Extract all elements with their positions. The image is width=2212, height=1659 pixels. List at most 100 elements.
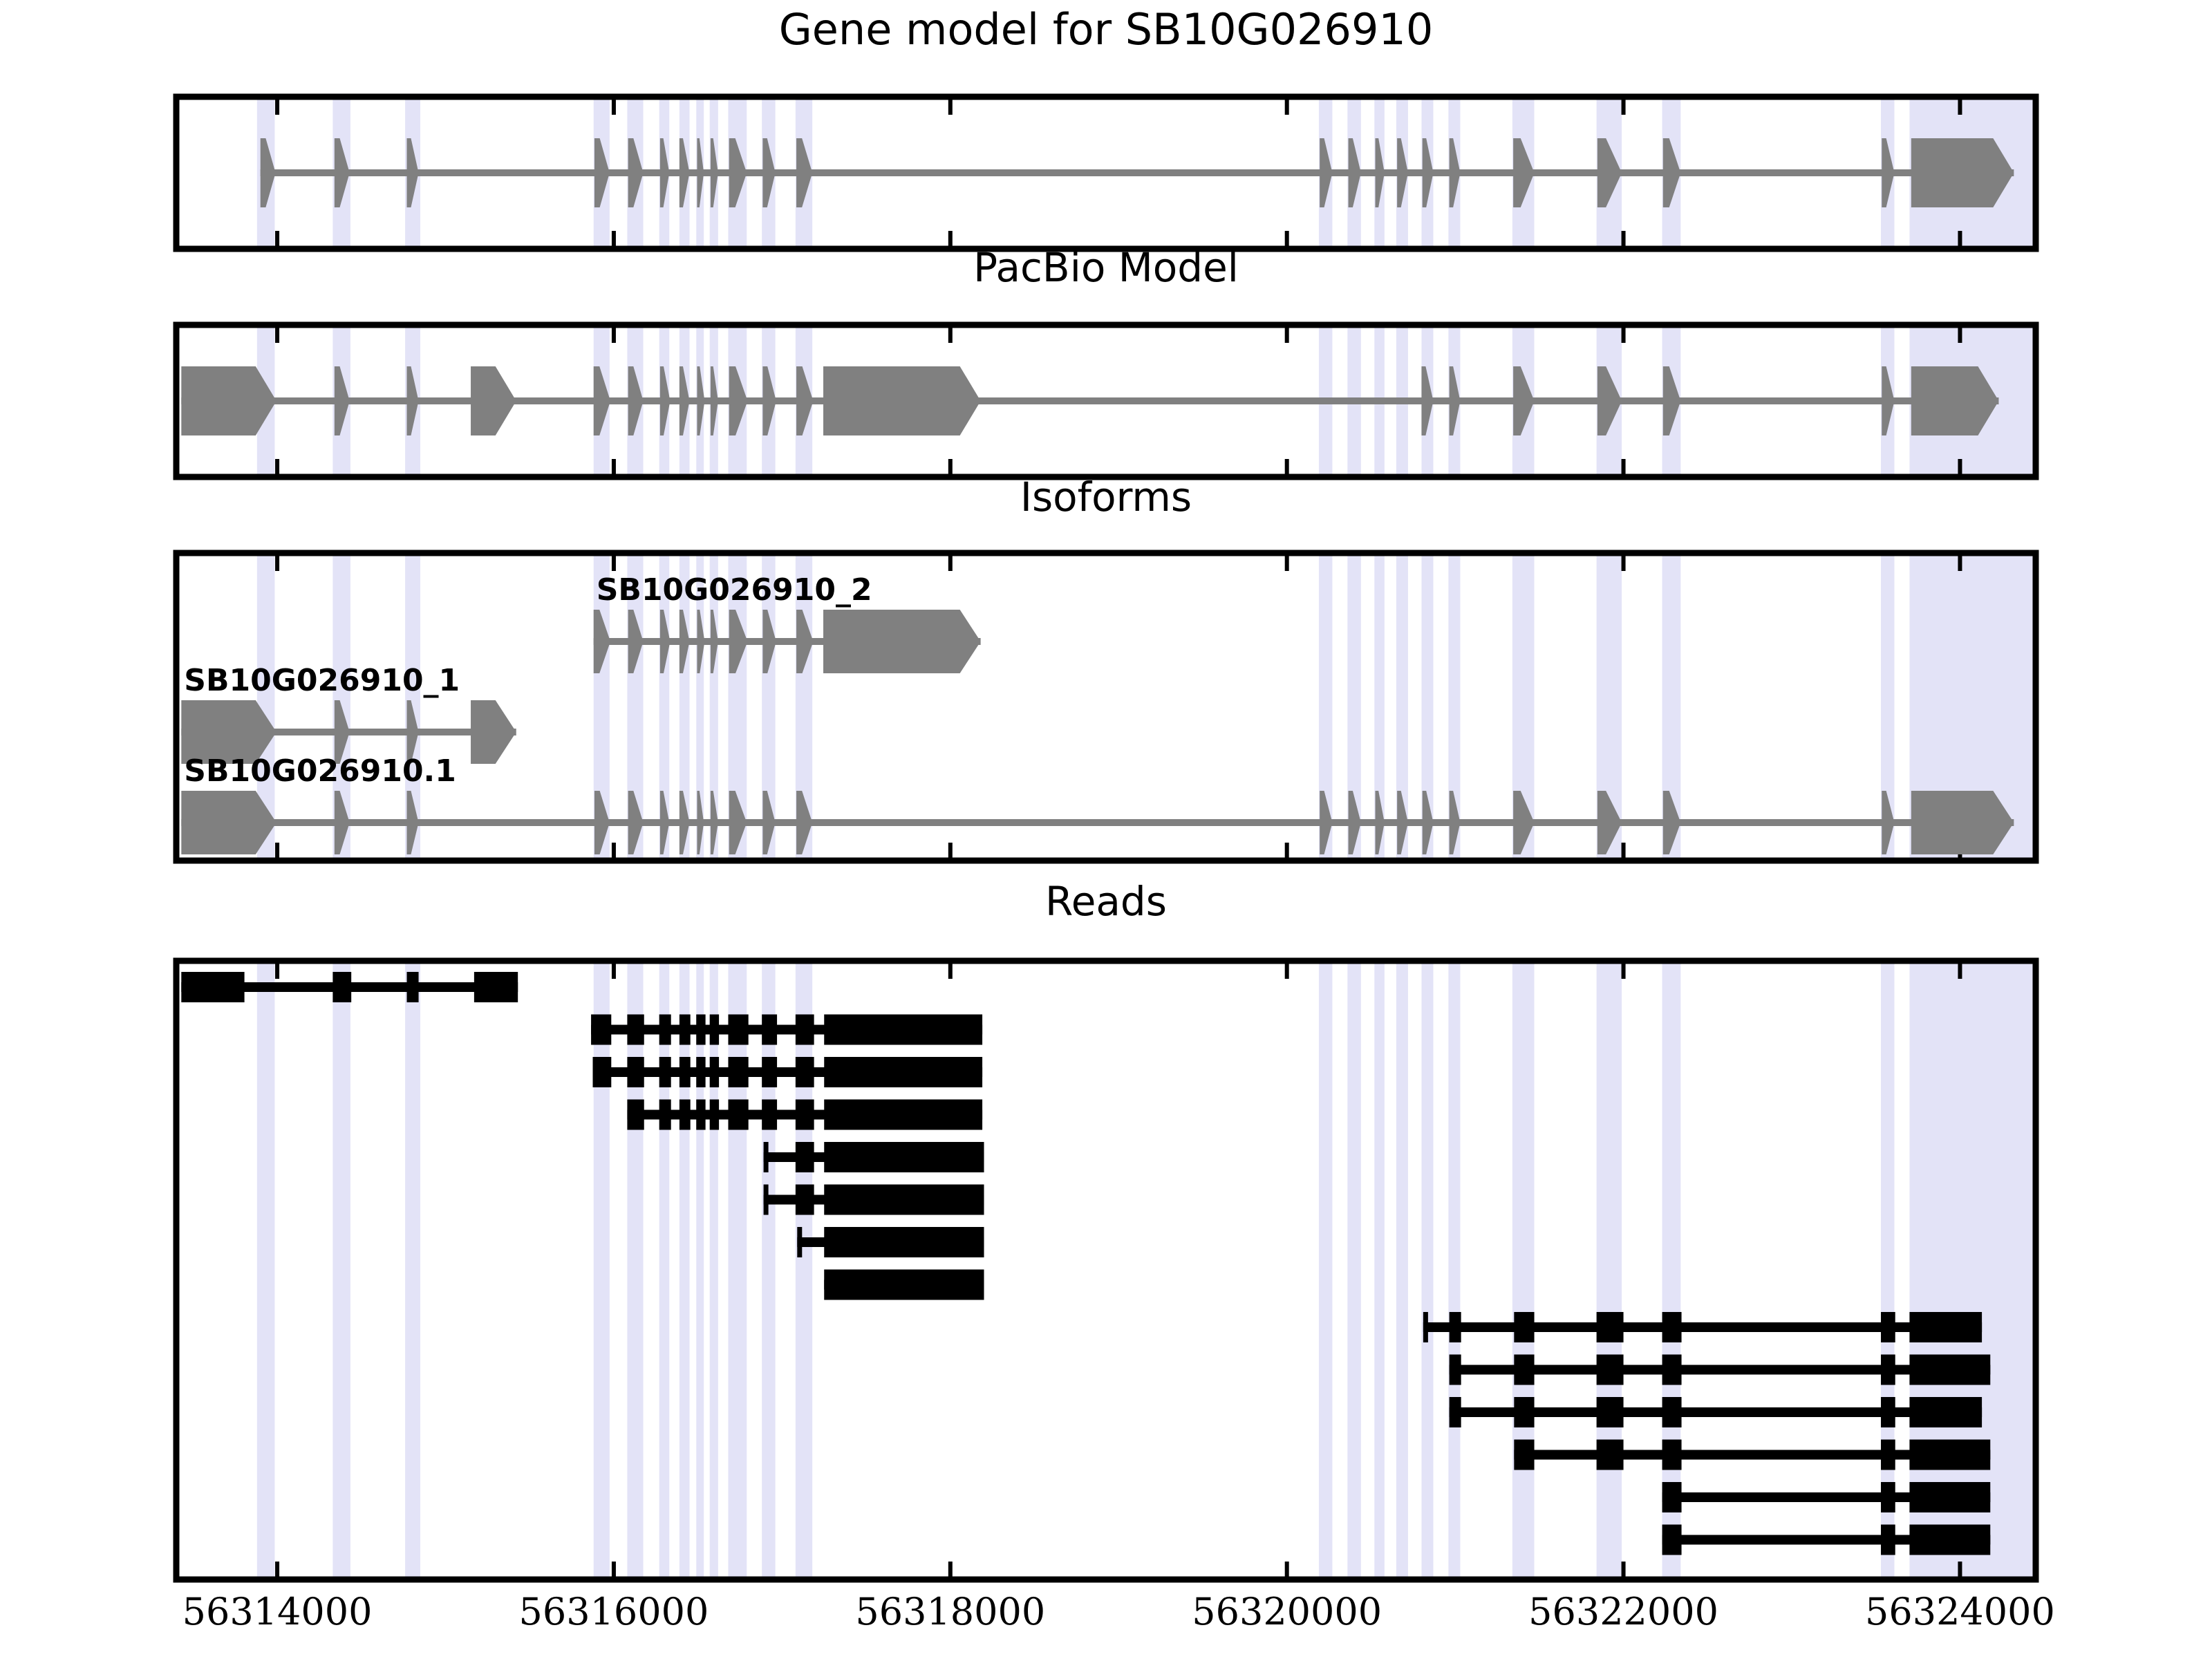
read-block <box>763 1142 769 1172</box>
track-read-13 <box>1662 1482 1991 1512</box>
read-block <box>797 1227 803 1257</box>
read-block <box>696 1014 706 1045</box>
exon-arrow <box>1882 791 1895 854</box>
isoform-label: SB10G026910_1 <box>184 663 460 698</box>
exon-arrow <box>762 366 776 435</box>
read-block <box>1662 1354 1682 1385</box>
read-block <box>659 1099 671 1130</box>
read-block <box>824 1184 984 1215</box>
exon-arrow <box>260 138 276 207</box>
exon-arrow <box>796 366 814 435</box>
read-block <box>627 1099 644 1130</box>
panel-title-pacbio: PacBio Model <box>973 244 1239 291</box>
exon-arrow <box>1513 138 1535 207</box>
read-block <box>1881 1439 1895 1470</box>
highlight-band <box>728 963 747 1577</box>
axis-tick-label: 56316000 <box>518 1590 709 1633</box>
highlight-band <box>405 963 420 1577</box>
read-block <box>591 1014 612 1045</box>
highlight-band <box>795 963 813 1577</box>
highlight-band <box>1421 963 1434 1577</box>
read-block <box>696 1057 706 1087</box>
exon-arrow <box>1597 366 1622 435</box>
read-block <box>1514 1354 1535 1385</box>
read-block <box>824 1099 983 1130</box>
highlight-band <box>332 963 350 1577</box>
highlight-band <box>1662 963 1681 1577</box>
highlight-band <box>1396 555 1408 859</box>
read-block <box>1514 1312 1535 1342</box>
read-block <box>1909 1397 1983 1427</box>
exon-arrow <box>796 791 813 854</box>
exon-arrow <box>1882 366 1895 435</box>
highlight-band <box>1596 963 1622 1577</box>
exon-arrow <box>697 610 705 673</box>
highlight-band <box>1318 555 1333 859</box>
read-block <box>627 1057 644 1087</box>
exon-arrow <box>1513 366 1535 435</box>
read-block <box>1909 1312 1983 1342</box>
highlight-band <box>1374 555 1385 859</box>
read-block <box>1662 1312 1682 1342</box>
read-block <box>1514 1397 1535 1427</box>
exon-arrow <box>334 700 350 764</box>
read-block <box>1449 1354 1461 1385</box>
highlight-band <box>679 963 690 1577</box>
highlight-band <box>1421 555 1434 859</box>
exon-arrow <box>181 700 276 764</box>
read-block <box>1449 1397 1461 1427</box>
highlight-band <box>709 963 718 1577</box>
highlight-band <box>762 963 776 1577</box>
track-read-5 <box>763 1142 984 1172</box>
highlight-band <box>1881 555 1895 859</box>
read-block <box>824 1014 983 1045</box>
panel-frame <box>173 957 2039 1583</box>
exon-arrow <box>1397 138 1408 207</box>
read-block <box>1909 1439 1991 1470</box>
exon-arrow <box>1422 138 1434 207</box>
track-SB10G026910.1: SB10G026910.1 <box>181 753 2014 854</box>
axis-tick-label: 56320000 <box>1192 1590 1382 1633</box>
highlight-band <box>627 963 644 1577</box>
exon-arrow <box>1449 138 1461 207</box>
read-block <box>659 1014 671 1045</box>
read-block <box>1596 1354 1624 1385</box>
read-block <box>406 972 419 1002</box>
exon-arrow <box>1320 138 1333 207</box>
exon-arrow <box>628 138 644 207</box>
highlight-band <box>1396 963 1408 1577</box>
read-block <box>824 1142 984 1172</box>
read-block <box>1881 1312 1895 1342</box>
exon-arrow <box>1911 366 1999 435</box>
exon-arrow <box>334 366 350 435</box>
axis-tick-label: 56324000 <box>1865 1590 2055 1633</box>
track-PacBio Model <box>181 366 1999 435</box>
track-read-1 <box>181 972 518 1002</box>
exon-arrow <box>1375 791 1385 854</box>
exon-arrow <box>729 791 747 854</box>
read-block <box>659 1057 671 1087</box>
read-block <box>679 1014 691 1045</box>
read-block <box>1909 1524 1991 1555</box>
exon-arrow <box>729 138 747 207</box>
read-block <box>1423 1312 1428 1342</box>
read-block <box>795 1099 814 1130</box>
highlight-band <box>696 963 704 1577</box>
exon-arrow <box>594 791 610 854</box>
read-block <box>709 1099 720 1130</box>
exon-arrow <box>729 610 748 673</box>
read-block <box>709 1057 720 1087</box>
highlight-band <box>1448 963 1461 1577</box>
track-read-7 <box>797 1227 984 1257</box>
exon-arrow <box>406 138 419 207</box>
read-block <box>763 1184 769 1215</box>
read-block <box>762 1057 778 1087</box>
read-block <box>1596 1397 1624 1427</box>
exon-arrow <box>796 138 813 207</box>
exon-arrow <box>710 791 718 854</box>
exon-arrow <box>628 366 644 435</box>
exon-arrow <box>823 366 981 435</box>
exon-arrow <box>1597 791 1622 854</box>
